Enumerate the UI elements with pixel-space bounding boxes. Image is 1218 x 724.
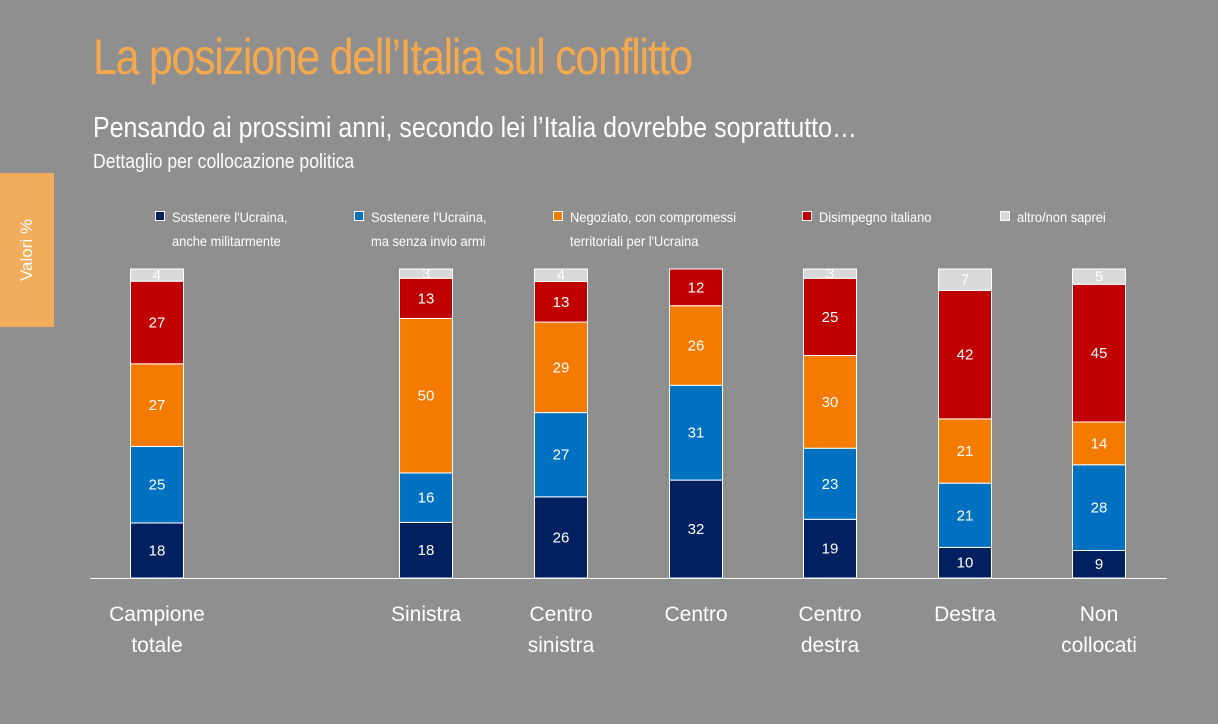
data-label: 31	[688, 425, 705, 442]
data-label: 27	[553, 447, 570, 464]
category-label: collocati	[1061, 634, 1137, 657]
bar-segment	[938, 482, 992, 548]
data-label: 29	[553, 359, 570, 376]
bar-segment	[534, 496, 588, 579]
data-label: 23	[822, 476, 839, 493]
data-label: 32	[688, 521, 705, 538]
bar-segment	[534, 412, 588, 498]
legend-item: Sostenere l'Ucraina, ma senza invio armi	[354, 205, 497, 253]
data-label: 27	[149, 397, 166, 414]
bar-segment	[803, 268, 857, 279]
bar-segment	[803, 355, 857, 449]
bar-segment	[1072, 421, 1126, 466]
data-label: 4	[557, 267, 565, 284]
legend-swatch	[155, 211, 165, 221]
bar-segment	[130, 268, 184, 282]
data-label: 45	[1091, 345, 1108, 362]
legend-label: Disimpegno italiano	[819, 209, 932, 225]
data-label: 21	[957, 507, 974, 524]
category-label: Centro	[529, 603, 592, 626]
data-label: 26	[553, 529, 570, 546]
bar-segment	[669, 384, 723, 481]
legend-swatch	[354, 211, 364, 221]
legend-item: altro/non saprei	[1000, 205, 1114, 229]
category-label: Centro	[798, 603, 861, 626]
bar-segment	[399, 317, 453, 474]
category-label: Campione	[109, 603, 205, 626]
legend-label: Sostenere l'Ucraina, anche militarmente	[172, 209, 288, 249]
chart-detail: Dettaglio per collocazione politica	[93, 151, 355, 173]
data-label: 30	[822, 394, 839, 411]
data-label: 27	[149, 315, 166, 332]
bar-segment	[130, 280, 184, 365]
data-label: 25	[149, 477, 166, 494]
bar-segment	[534, 268, 588, 282]
category-label: Sinistra	[391, 603, 461, 626]
chart-title: La posizione dell’Italia sul conflitto	[93, 29, 693, 85]
bar-segment	[1072, 464, 1126, 551]
data-label: 9	[1095, 556, 1103, 573]
data-label: 7	[961, 272, 969, 289]
data-label: 13	[418, 290, 435, 307]
legend-item: Negoziato, con compromessi territoriali p…	[553, 205, 751, 253]
data-label: 19	[822, 541, 839, 558]
data-label: 3	[422, 266, 430, 283]
data-label: 25	[822, 309, 839, 326]
data-label: 18	[149, 542, 166, 559]
legend-swatch	[802, 211, 812, 221]
bar-segment	[399, 521, 453, 579]
category-label: Non	[1080, 603, 1119, 626]
legend-label: Sostenere l'Ucraina, ma senza invio armi	[371, 209, 487, 249]
legend-swatch	[1000, 211, 1010, 221]
legend-swatch	[553, 211, 563, 221]
bar-segment	[399, 277, 453, 319]
data-label: 50	[418, 388, 435, 405]
data-label: 42	[957, 347, 974, 364]
bar-segment	[1072, 268, 1126, 285]
bar-segment	[130, 445, 184, 524]
data-label: 28	[1091, 500, 1108, 517]
category-label: sinistra	[528, 634, 595, 657]
bar-segment	[399, 472, 453, 523]
data-label: 21	[957, 443, 974, 460]
bar-segment	[669, 268, 723, 307]
data-label: 16	[418, 490, 435, 507]
data-label: 14	[1091, 435, 1108, 452]
bar-segment	[803, 518, 857, 579]
legend-label: Negoziato, con compromessi territoriali p…	[570, 209, 737, 249]
category-label: totale	[131, 634, 182, 657]
legend-label: altro/non saprei	[1017, 209, 1106, 225]
bar-segment	[938, 268, 992, 291]
data-label: 4	[153, 267, 161, 284]
bar-segment	[534, 280, 588, 323]
category-label: Destra	[934, 603, 996, 626]
category-label: destra	[801, 634, 860, 657]
legend-item: Sostenere l'Ucraina, anche militarmente	[155, 205, 298, 253]
chart-subtitle: Pensando ai prossimi anni, secondo lei l…	[93, 112, 857, 144]
category-label: Centro	[664, 603, 727, 626]
legend-item: Disimpegno italiano	[802, 205, 941, 229]
data-label: 13	[553, 294, 570, 311]
bar-segment	[1072, 283, 1126, 423]
data-label: 5	[1095, 269, 1103, 286]
data-label: 3	[826, 266, 834, 283]
bar-segment	[399, 268, 453, 279]
data-label: 12	[688, 279, 705, 296]
bar-segment	[938, 289, 992, 420]
bar-segment	[669, 479, 723, 579]
side-tab: Valori %	[0, 173, 54, 327]
data-label: 10	[957, 555, 974, 572]
data-label: 26	[688, 337, 705, 354]
bar-segment	[803, 277, 857, 357]
bar-segment	[803, 447, 857, 520]
data-label: 18	[418, 542, 435, 559]
